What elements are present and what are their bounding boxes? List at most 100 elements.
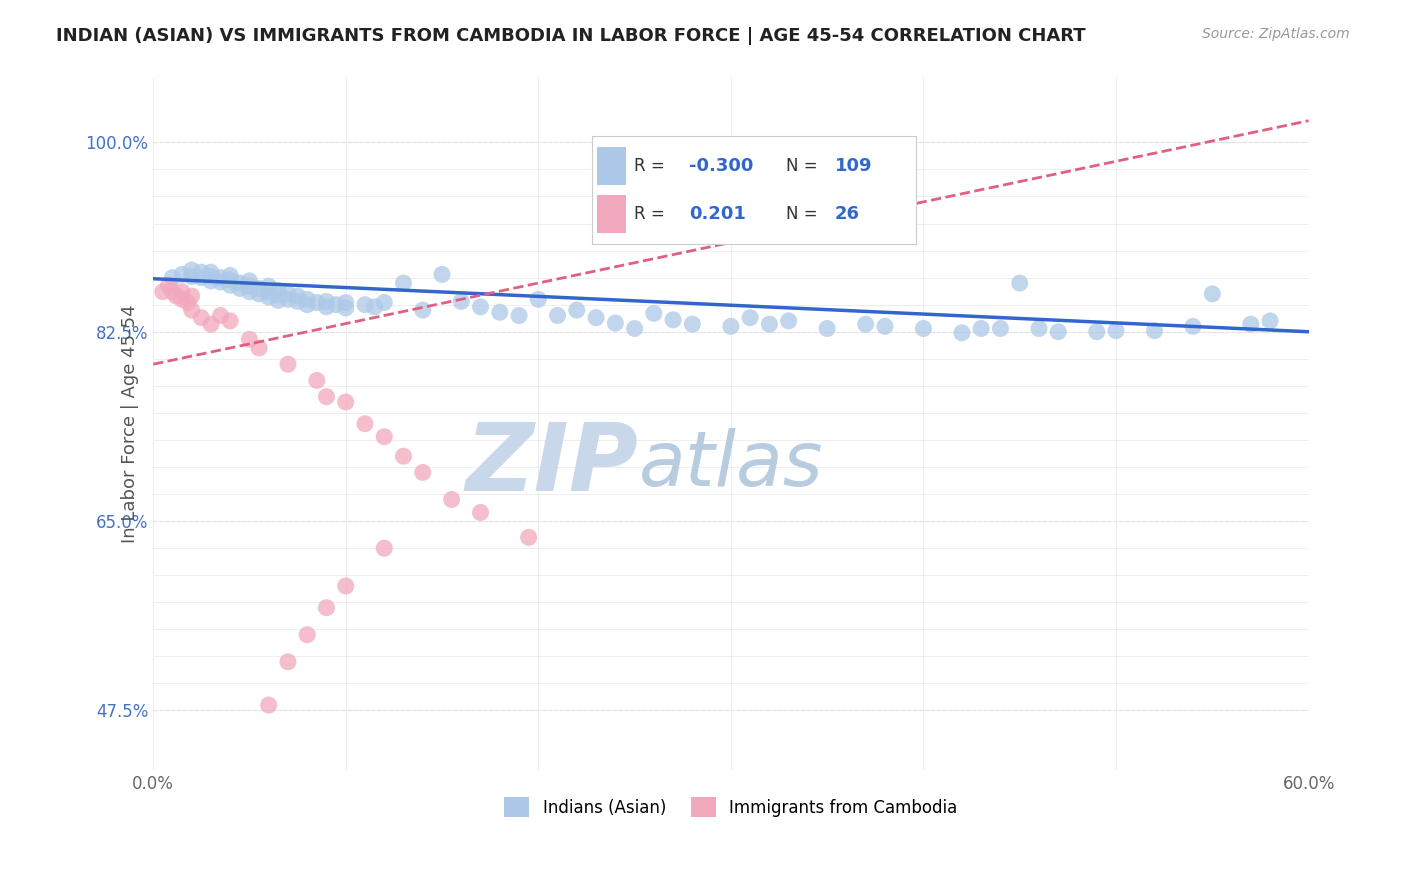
Point (267, 284, 290, 298)
Point (209, 270, 232, 285)
Point (412, 303, 434, 318)
Point (162, 270, 184, 285)
Point (325, 298, 347, 312)
Point (1008, 276, 1031, 290)
Text: Source: ZipAtlas.com: Source: ZipAtlas.com (1202, 27, 1350, 41)
Point (412, 466, 434, 480)
Point (287, 294, 309, 309)
Point (392, 449, 415, 463)
Point (470, 505, 492, 519)
Point (547, 309, 569, 323)
Point (315, 600, 337, 615)
Point (277, 655, 299, 669)
Point (623, 321, 645, 335)
Text: ZIP: ZIP (465, 419, 638, 511)
Point (315, 294, 337, 309)
Point (157, 278, 180, 293)
Point (430, 268, 453, 282)
Point (287, 289, 309, 303)
Point (335, 295, 357, 310)
Point (373, 295, 395, 310)
Point (170, 285, 193, 299)
Point (565, 303, 588, 318)
Point (585, 310, 607, 325)
Point (912, 321, 935, 335)
Point (873, 319, 896, 334)
Point (950, 326, 973, 340)
Point (200, 317, 222, 331)
Point (277, 286, 299, 301)
Point (354, 298, 377, 312)
Point (373, 430, 395, 444)
Point (219, 314, 242, 328)
Point (277, 293, 299, 307)
Point (778, 314, 800, 328)
Point (1240, 317, 1263, 331)
Point (200, 274, 222, 288)
Point (190, 270, 212, 285)
Y-axis label: In Labor Force | Age 45-54: In Labor Force | Age 45-54 (121, 304, 139, 543)
Point (247, 286, 270, 301)
Point (190, 310, 212, 325)
Point (335, 579, 357, 593)
Point (315, 300, 337, 314)
Point (219, 278, 242, 293)
Point (238, 285, 260, 299)
Point (527, 293, 550, 307)
Point (335, 395, 357, 409)
Point (247, 281, 270, 295)
Point (277, 357, 299, 371)
Point (257, 285, 280, 299)
Point (180, 303, 202, 318)
Point (373, 541, 395, 556)
Point (238, 332, 260, 346)
Point (165, 289, 187, 303)
Point (190, 265, 212, 279)
Point (1085, 325, 1108, 339)
Point (305, 295, 328, 310)
Point (440, 492, 463, 507)
Point (152, 285, 174, 299)
Point (1201, 286, 1223, 301)
Point (643, 306, 665, 320)
Point (470, 300, 492, 314)
Text: INDIAN (ASIAN) VS IMMIGRANTS FROM CAMBODIA IN LABOR FORCE | AGE 45-54 CORRELATIO: INDIAN (ASIAN) VS IMMIGRANTS FROM CAMBOD… (56, 27, 1085, 45)
Point (1143, 324, 1166, 338)
Point (170, 293, 193, 307)
Point (180, 269, 202, 284)
Point (335, 301, 357, 315)
Point (720, 319, 742, 334)
Point (1258, 314, 1281, 328)
Point (740, 310, 762, 325)
Point (488, 305, 510, 319)
Point (970, 321, 993, 335)
Point (517, 530, 540, 544)
Point (662, 313, 685, 327)
Point (219, 268, 242, 283)
Point (177, 295, 200, 310)
Point (209, 309, 232, 323)
Point (257, 698, 280, 712)
Point (238, 279, 260, 293)
Text: atlas: atlas (638, 428, 823, 502)
Point (1105, 324, 1128, 338)
Point (200, 269, 222, 284)
Point (815, 321, 838, 335)
Point (315, 390, 337, 404)
Point (180, 289, 202, 303)
Point (170, 268, 193, 282)
Point (257, 279, 280, 293)
Point (305, 373, 328, 387)
Point (200, 265, 222, 279)
Point (990, 321, 1012, 335)
Point (297, 628, 319, 642)
Point (297, 293, 319, 307)
Point (1047, 325, 1070, 339)
Point (209, 275, 232, 289)
Point (758, 317, 780, 331)
Point (180, 263, 202, 277)
Legend: Indians (Asian), Immigrants from Cambodia: Indians (Asian), Immigrants from Cambodi… (498, 790, 965, 824)
Point (257, 290, 280, 304)
Point (297, 298, 319, 312)
Point (508, 309, 530, 323)
